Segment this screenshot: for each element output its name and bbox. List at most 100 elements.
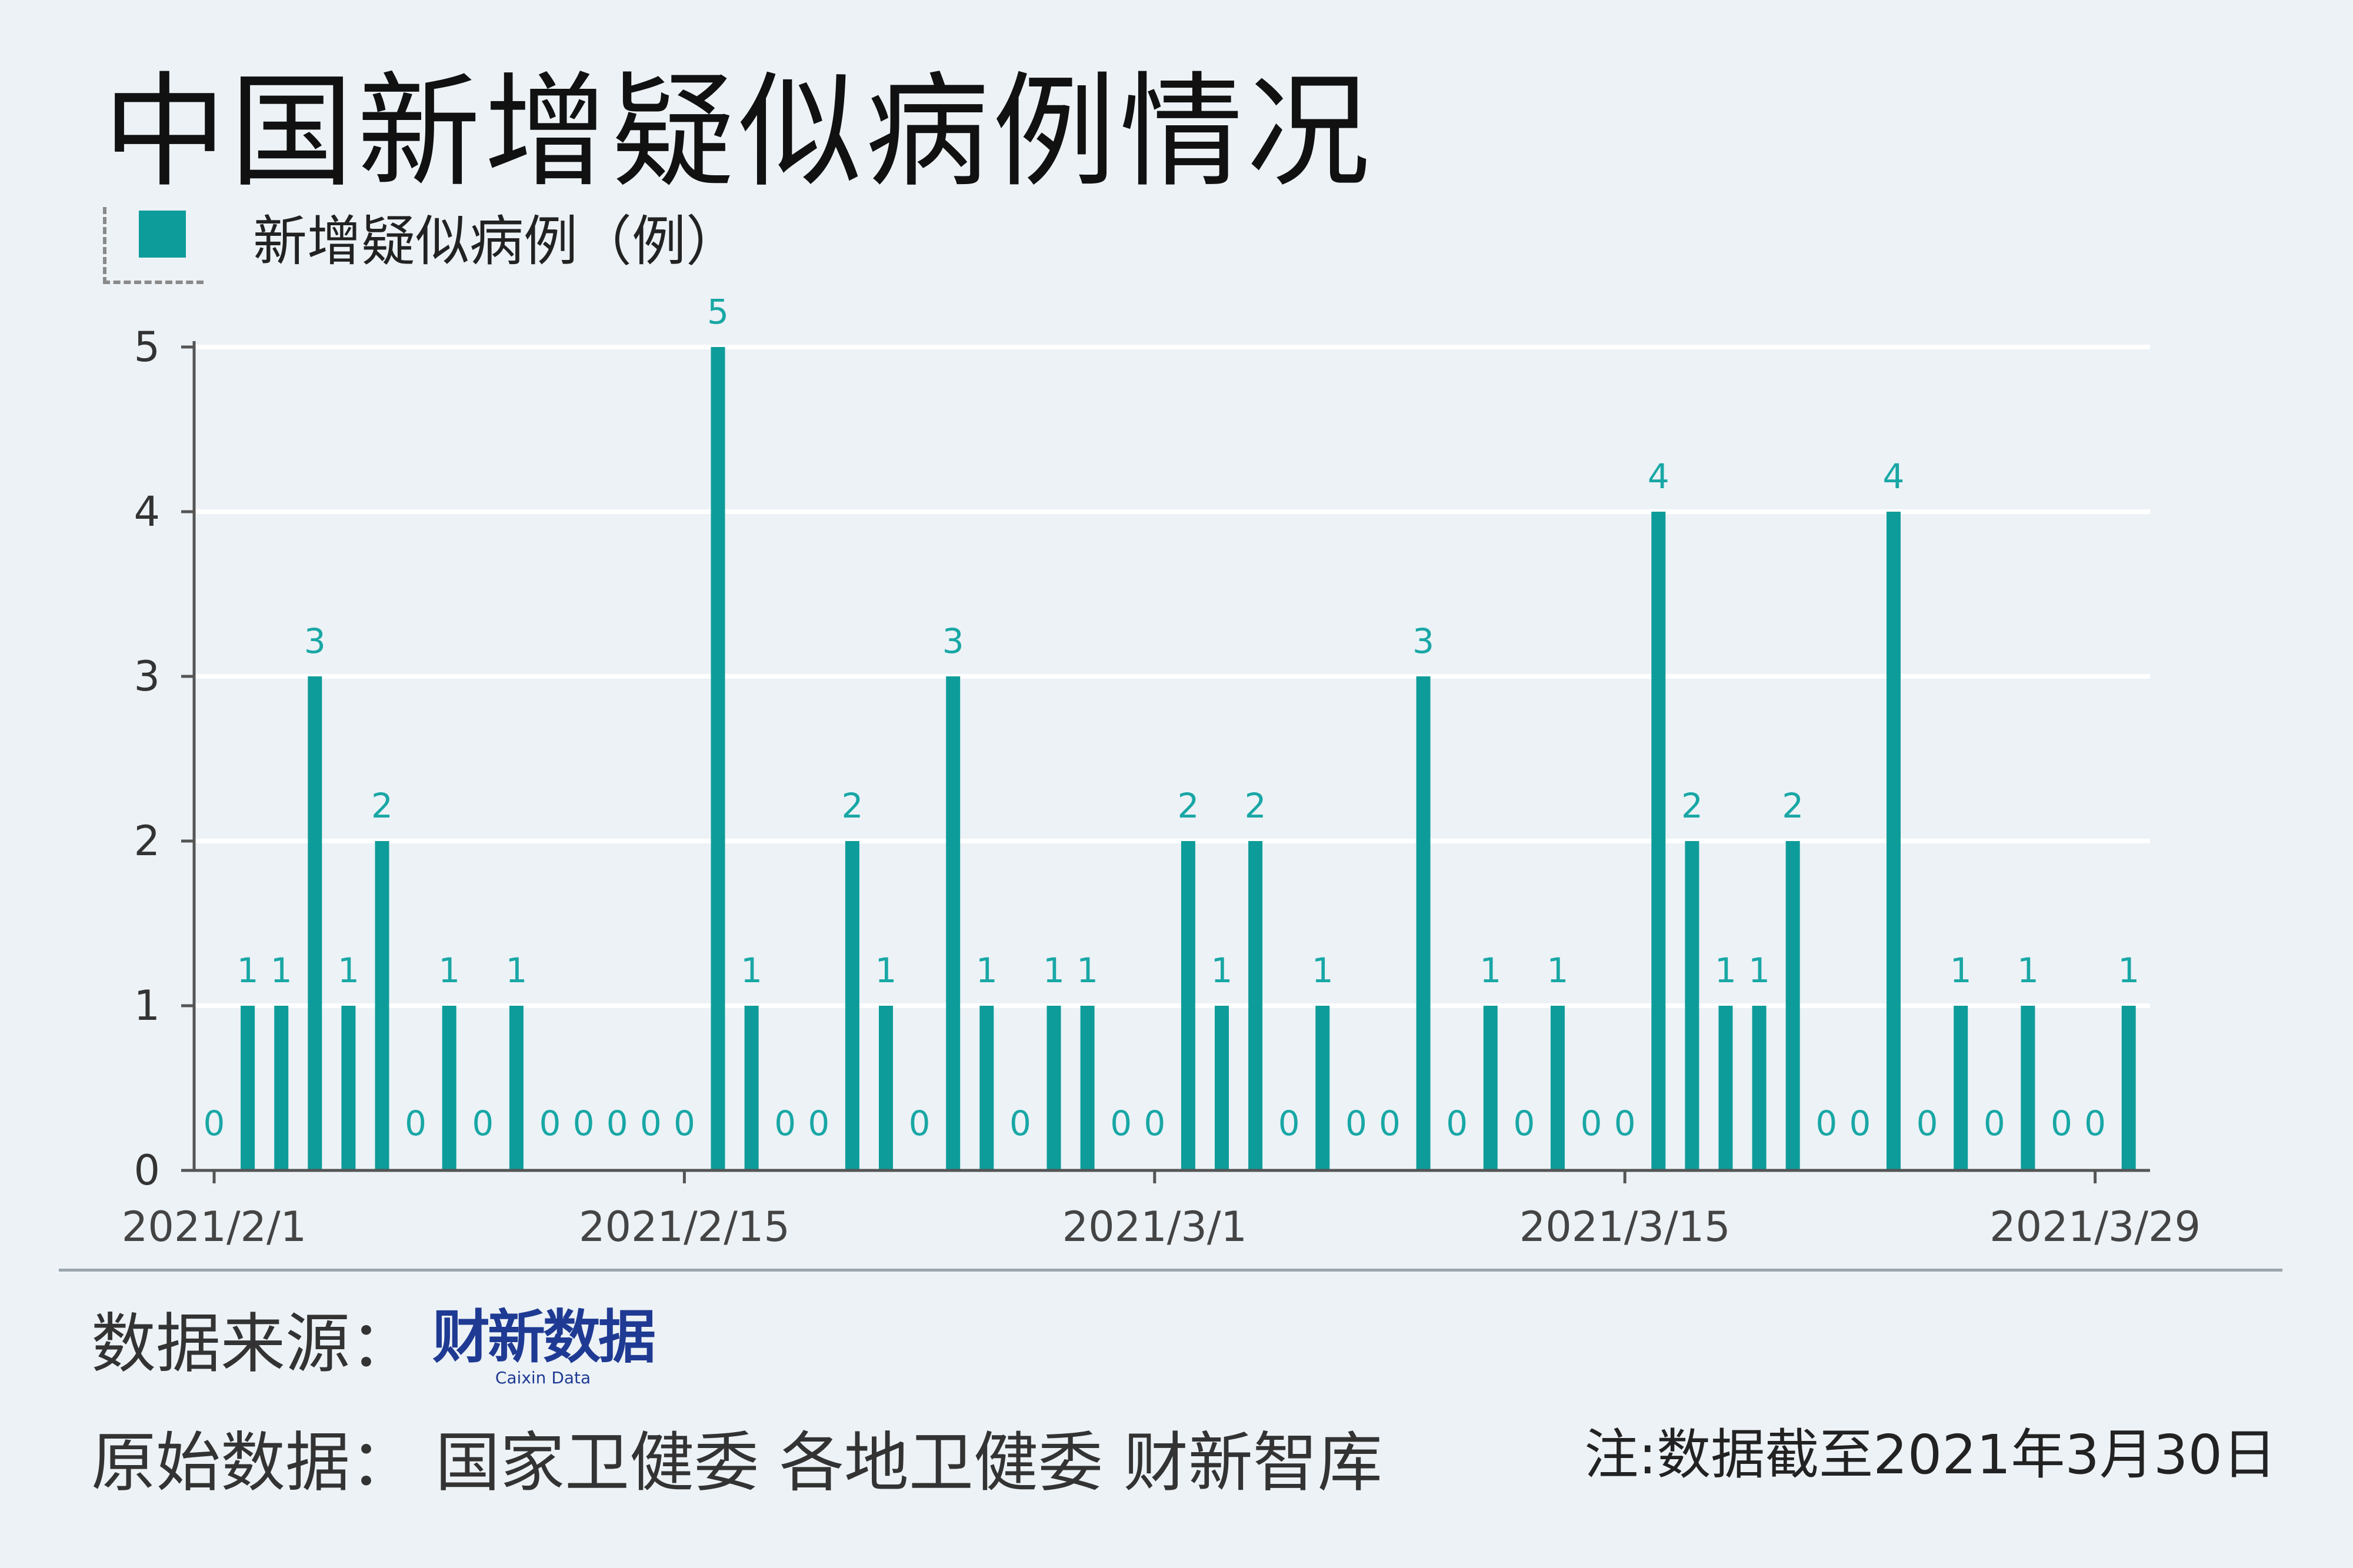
source-label: 数据来源： bbox=[91, 1306, 415, 1382]
legend-label: 新增疑似病例（例） bbox=[253, 210, 741, 273]
bar-value-label: 0 bbox=[1984, 1103, 2005, 1143]
bar bbox=[1181, 841, 1195, 1170]
bar-value-label: 1 bbox=[1043, 950, 1065, 990]
bar-value-label: 0 bbox=[606, 1103, 628, 1143]
bar bbox=[1416, 676, 1431, 1170]
bar-value-label: 1 bbox=[1312, 950, 1334, 990]
bar-value-label: 1 bbox=[976, 950, 998, 990]
bar bbox=[1752, 1006, 1767, 1170]
bar bbox=[274, 1006, 289, 1170]
bar-value-label: 0 bbox=[573, 1103, 595, 1143]
bar-value-label: 0 bbox=[808, 1103, 829, 1143]
chart-title: 中国新增疑似病例情况 bbox=[103, 60, 1374, 204]
bar bbox=[1315, 1006, 1330, 1170]
bar-value-label: 1 bbox=[1211, 950, 1233, 990]
bar-value-label: 1 bbox=[338, 950, 359, 990]
data-cutoff-note: 注:数据截至2021年3月30日 bbox=[1584, 1423, 2277, 1486]
bar bbox=[1483, 1006, 1498, 1170]
bar-value-label: 0 bbox=[640, 1103, 662, 1143]
bar bbox=[946, 676, 961, 1170]
bar-value-label: 3 bbox=[942, 621, 964, 661]
bar-value-label: 0 bbox=[2051, 1103, 2072, 1143]
bar-value-label: 1 bbox=[1715, 950, 1737, 990]
y-tick-label: 5 bbox=[134, 323, 160, 371]
bar-value-label: 2 bbox=[1177, 786, 1199, 826]
bar-value-label: 0 bbox=[2084, 1103, 2106, 1143]
bar-value-label: 2 bbox=[1782, 786, 1804, 826]
x-tick-label: 2021/2/15 bbox=[579, 1203, 790, 1251]
bar bbox=[1785, 841, 1800, 1170]
bar-value-label: 1 bbox=[271, 950, 292, 990]
bar-value-label: 1 bbox=[438, 950, 460, 990]
bar bbox=[1954, 1006, 1968, 1170]
bar-value-label: 0 bbox=[1379, 1103, 1401, 1143]
bar-value-label: 4 bbox=[1883, 456, 1905, 496]
bar-value-label: 1 bbox=[2017, 950, 2039, 990]
bar bbox=[845, 841, 859, 1170]
bar-value-label: 0 bbox=[1345, 1103, 1367, 1143]
bar-value-label: 1 bbox=[1748, 950, 1770, 990]
bar bbox=[711, 347, 725, 1170]
bar bbox=[1887, 512, 1901, 1170]
logo-sub-text: Caixin Data bbox=[495, 1368, 591, 1387]
y-tick-label: 2 bbox=[134, 817, 160, 865]
bar-value-label: 1 bbox=[1547, 950, 1569, 990]
bar-value-label: 1 bbox=[1479, 950, 1501, 990]
y-tick-label: 3 bbox=[134, 652, 160, 700]
bar-value-label: 0 bbox=[1917, 1103, 1938, 1143]
bar bbox=[442, 1006, 456, 1170]
bar-value-label: 0 bbox=[1144, 1103, 1165, 1143]
bar-value-label: 1 bbox=[237, 950, 259, 990]
bar bbox=[1718, 1006, 1733, 1170]
bar-value-label: 5 bbox=[707, 292, 729, 332]
y-tick-label: 1 bbox=[134, 982, 160, 1030]
logo-main-text: 财新数据 bbox=[432, 1304, 656, 1371]
bar bbox=[341, 1006, 356, 1170]
bar-value-label: 2 bbox=[841, 786, 863, 826]
bar-value-label: 0 bbox=[1849, 1103, 1871, 1143]
bar-value-label: 0 bbox=[1110, 1103, 1132, 1143]
bar-value-label: 1 bbox=[875, 950, 897, 990]
bar bbox=[509, 1006, 524, 1170]
bar-value-label: 0 bbox=[674, 1103, 695, 1143]
legend-swatch bbox=[139, 211, 186, 258]
bar-value-label: 2 bbox=[371, 786, 393, 826]
bar bbox=[1551, 1006, 1565, 1170]
x-tick-label: 2021/2/1 bbox=[122, 1203, 306, 1251]
bar-value-label: 0 bbox=[405, 1103, 426, 1143]
bar-value-label: 1 bbox=[1950, 950, 1972, 990]
bar-value-label: 0 bbox=[1009, 1103, 1031, 1143]
bar-value-label: 2 bbox=[1681, 786, 1703, 826]
bar bbox=[2121, 1006, 2136, 1170]
bar-value-label: 0 bbox=[774, 1103, 796, 1143]
footer-divider bbox=[59, 1269, 2282, 1272]
bar-value-label: 4 bbox=[1648, 456, 1669, 496]
bar bbox=[1651, 512, 1666, 1170]
x-tick-label: 2021/3/15 bbox=[1519, 1203, 1731, 1251]
bar-value-label: 3 bbox=[304, 621, 326, 661]
x-tick-label: 2021/3/29 bbox=[1989, 1203, 2201, 1251]
bar-value-label: 0 bbox=[909, 1103, 931, 1143]
legend bbox=[103, 207, 204, 284]
bar bbox=[308, 676, 322, 1170]
bar-value-label: 1 bbox=[1076, 950, 1098, 990]
bar bbox=[879, 1006, 893, 1170]
bar-value-label: 2 bbox=[1245, 786, 1267, 826]
bar-value-label: 3 bbox=[1412, 621, 1434, 661]
bar bbox=[1080, 1006, 1095, 1170]
y-tick-label: 0 bbox=[134, 1146, 160, 1195]
bar bbox=[1685, 841, 1699, 1170]
bar-value-label: 0 bbox=[1278, 1103, 1300, 1143]
bar-value-label: 0 bbox=[1581, 1103, 1602, 1143]
bar-value-label: 0 bbox=[1513, 1103, 1535, 1143]
bar-value-label: 0 bbox=[204, 1103, 225, 1143]
bar bbox=[979, 1006, 994, 1170]
bar bbox=[2021, 1006, 2035, 1170]
caixin-data-logo: 财新数据 Caixin Data bbox=[432, 1304, 656, 1387]
bar-value-label: 0 bbox=[1815, 1103, 1837, 1143]
bar bbox=[1046, 1006, 1061, 1170]
bar bbox=[241, 1006, 255, 1170]
bar bbox=[1248, 841, 1263, 1170]
bar-value-label: 0 bbox=[539, 1103, 561, 1143]
